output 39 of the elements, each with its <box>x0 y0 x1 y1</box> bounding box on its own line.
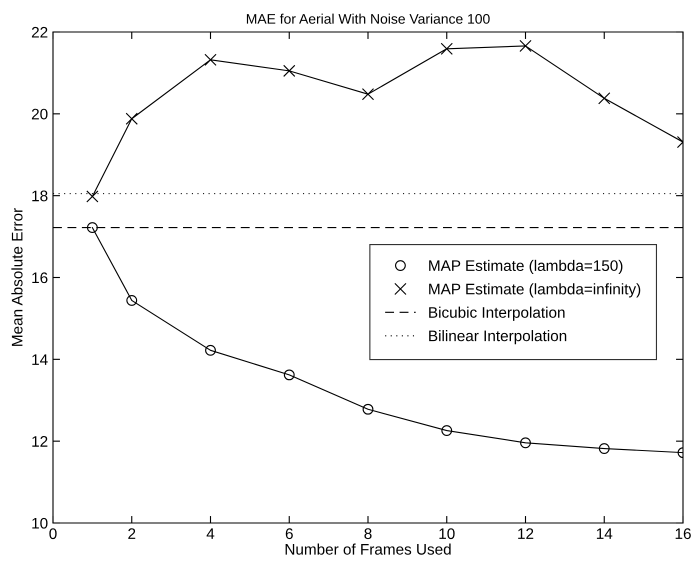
x-tick-label: 16 <box>676 528 691 540</box>
x-tick-label: 0 <box>49 528 57 540</box>
x-tick-label: 8 <box>364 528 372 540</box>
y-axis-title: Mean Absolute Error <box>11 208 23 346</box>
point <box>204 54 217 66</box>
point <box>283 64 296 77</box>
point <box>126 112 138 125</box>
x-tick-label: 6 <box>286 528 293 540</box>
x-axis-title: Number of Frames Used <box>286 543 451 555</box>
y-tick-label: 20 <box>32 108 48 120</box>
legend-label: MAP Estimate (lambda=150) <box>429 260 622 274</box>
point <box>86 222 98 233</box>
chart-title: MAE for Aerial With Noise Variance 100 <box>246 14 490 24</box>
point <box>519 40 532 52</box>
point <box>205 344 216 356</box>
point <box>441 425 452 436</box>
point <box>440 42 453 55</box>
x-tick-label: 2 <box>128 528 136 539</box>
y-tick-label: 16 <box>32 272 48 284</box>
y-tick-label: 10 <box>32 518 48 529</box>
y-tick-label: 18 <box>32 190 48 202</box>
legend-label: Bicubic Interpolation <box>429 306 565 321</box>
point <box>126 295 138 306</box>
x-tick-label: 10 <box>439 528 455 540</box>
legend-label: Bilinear Interpolation <box>429 330 566 344</box>
point <box>520 437 531 448</box>
legend-label: MAP Estimate (lambda=infinity) <box>429 283 640 298</box>
y-tick-label: 12 <box>32 436 48 447</box>
x-tick-label: 12 <box>518 528 534 539</box>
x-tick-label: 4 <box>206 528 214 539</box>
point <box>284 369 295 380</box>
point <box>362 88 374 100</box>
x-tick-label: 14 <box>596 528 612 539</box>
point <box>598 92 610 104</box>
y-tick-label: 14 <box>32 354 48 365</box>
y-tick-label: 22 <box>32 26 48 38</box>
point <box>598 443 610 454</box>
point <box>86 190 98 203</box>
point <box>362 404 374 415</box>
